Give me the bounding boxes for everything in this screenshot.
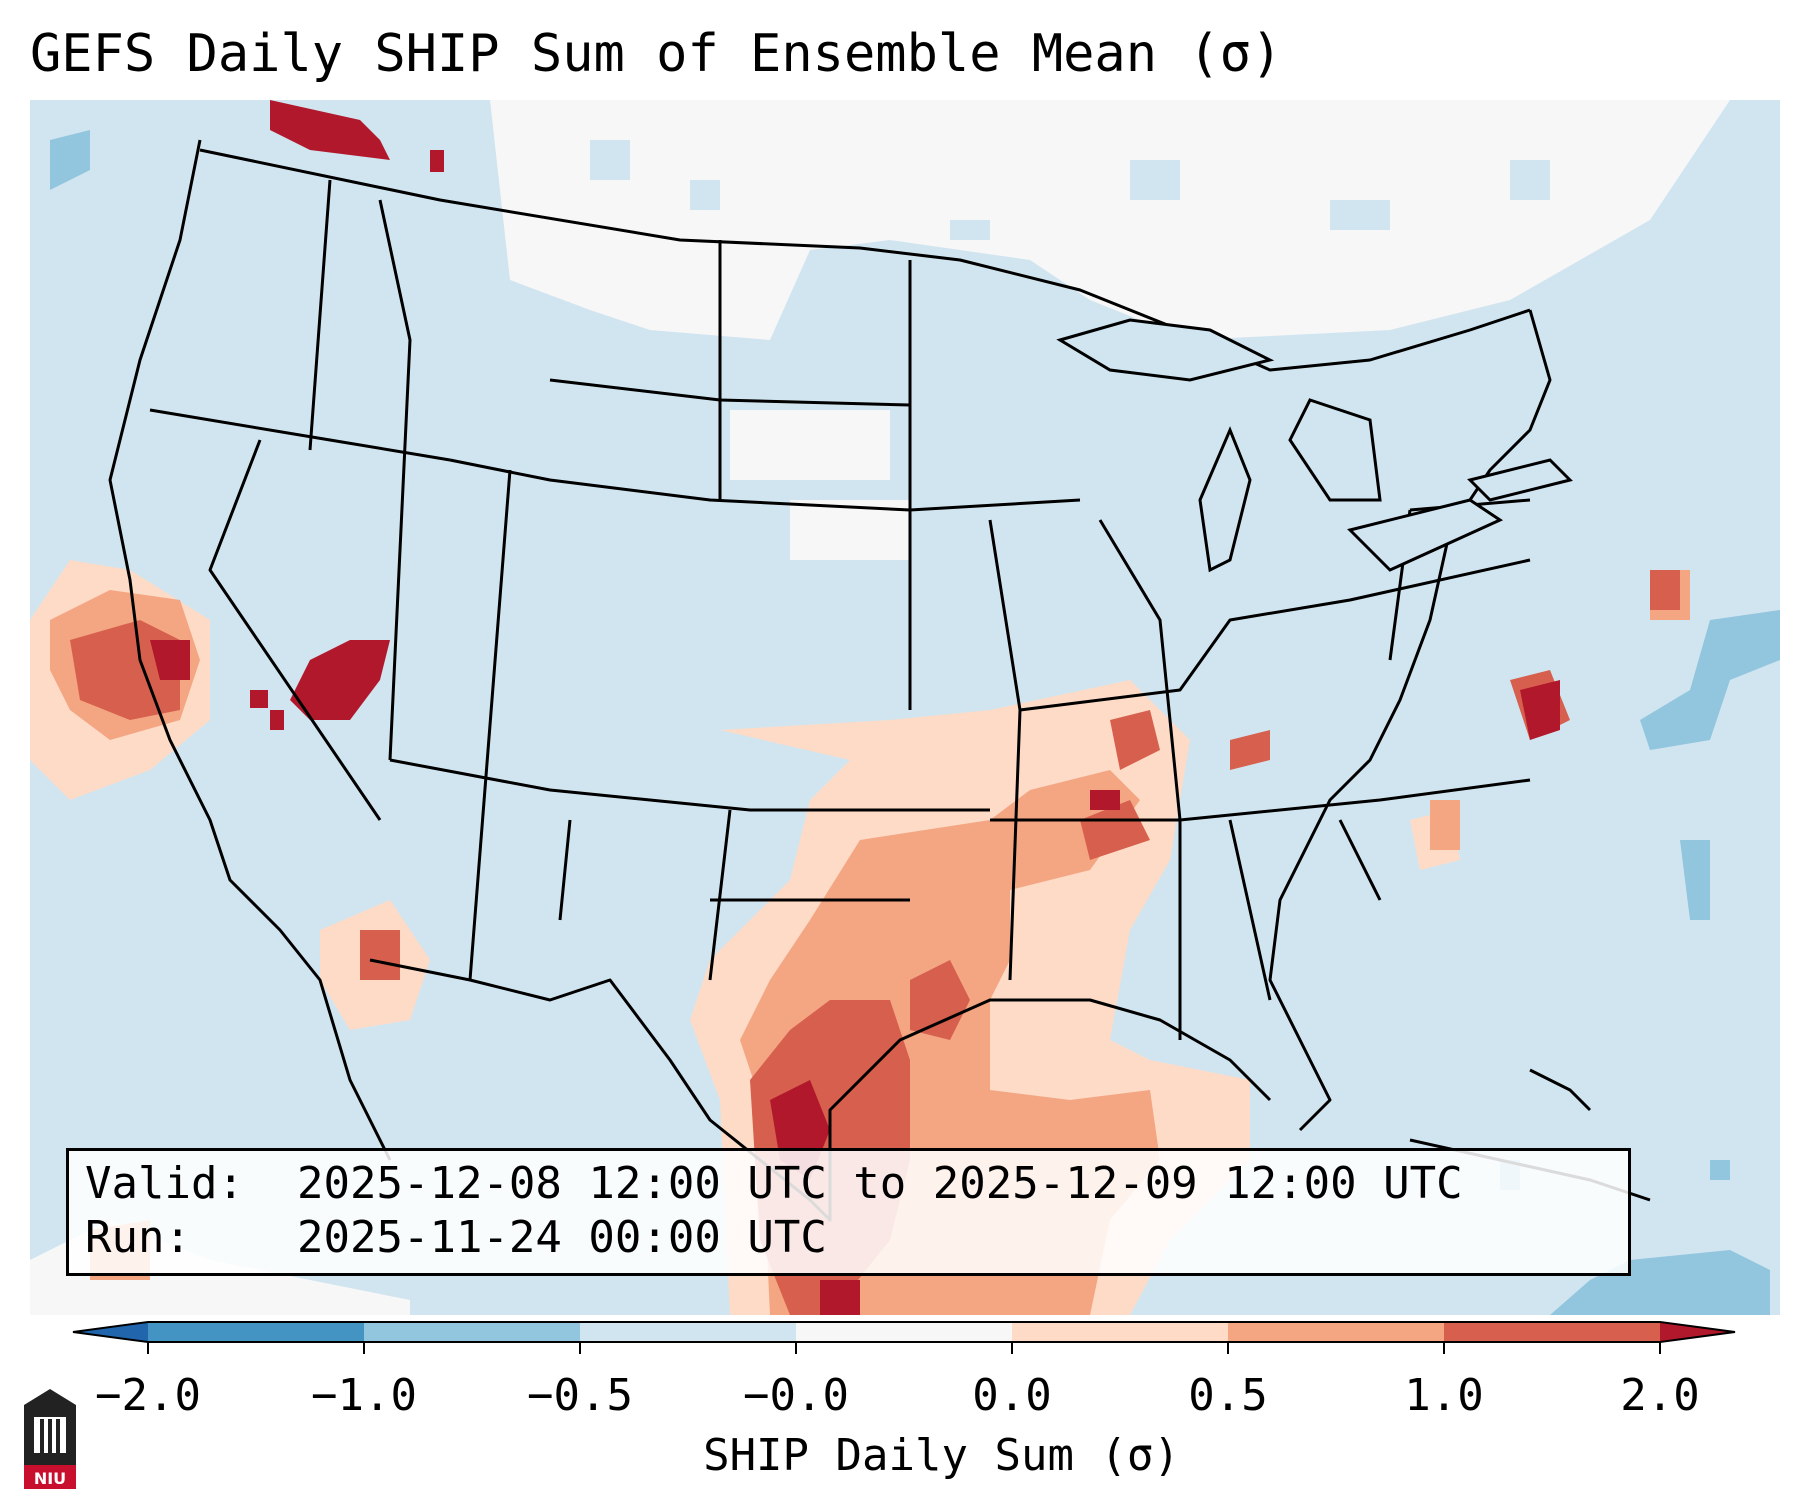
colorbar-tick-label: 2.0 [1620,1370,1700,1421]
colorbar-label: SHIP Daily Sum (σ) [703,1430,1180,1481]
colorbar-tick-label: −2.0 [95,1370,201,1421]
colorbar-tick-label: −1.0 [311,1370,417,1421]
colorbar-extend-low [73,1322,148,1342]
valid-value: 2025-12-08 12:00 UTC to 2025-12-09 12:00… [297,1158,1463,1209]
map-canvas [30,100,1780,1315]
light-blue-speckles [590,140,1550,240]
valid-row: Valid: 2025-12-08 12:00 UTC to 2025-12-09… [85,1157,1612,1211]
map-title: GEFS Daily SHIP Sum of Ensemble Mean (σ) [30,24,1283,84]
colorbar-segment [580,1322,797,1342]
near-zero-regions [30,100,1730,1315]
colorbar [72,1321,1736,1354]
colorbar-segment [1012,1322,1229,1342]
colorbar-extend-high [1660,1322,1735,1342]
colorbar-segment [796,1322,1013,1342]
dark-red-regions [150,100,1560,1315]
colorbar-tick-label: −0.5 [527,1370,633,1421]
great-lakes [1056,318,1573,573]
colorbar-tick-label: 0.5 [1188,1370,1268,1421]
colorbar-segment [1228,1322,1445,1342]
run-value: 2025-11-24 00:00 UTC [297,1212,827,1263]
colorbar-tick-label: −0.0 [743,1370,849,1421]
logo-text: NIU [34,1469,66,1488]
niu-logo: NIU [24,1389,76,1489]
colorbar-segment [364,1322,581,1342]
valid-run-info-box: Valid: 2025-12-08 12:00 UTC to 2025-12-09… [66,1148,1631,1276]
colorbar-segment [1444,1322,1661,1342]
run-row: Run: 2025-11-24 00:00 UTC [85,1211,1612,1265]
colorbar-tick-label: 0.0 [972,1370,1052,1421]
valid-label: Valid: [85,1158,244,1209]
map-panel [30,100,1780,1315]
run-label: Run: [85,1212,191,1263]
colorbar-tick-label: 1.0 [1404,1370,1484,1421]
colorbar-segment [148,1322,365,1342]
